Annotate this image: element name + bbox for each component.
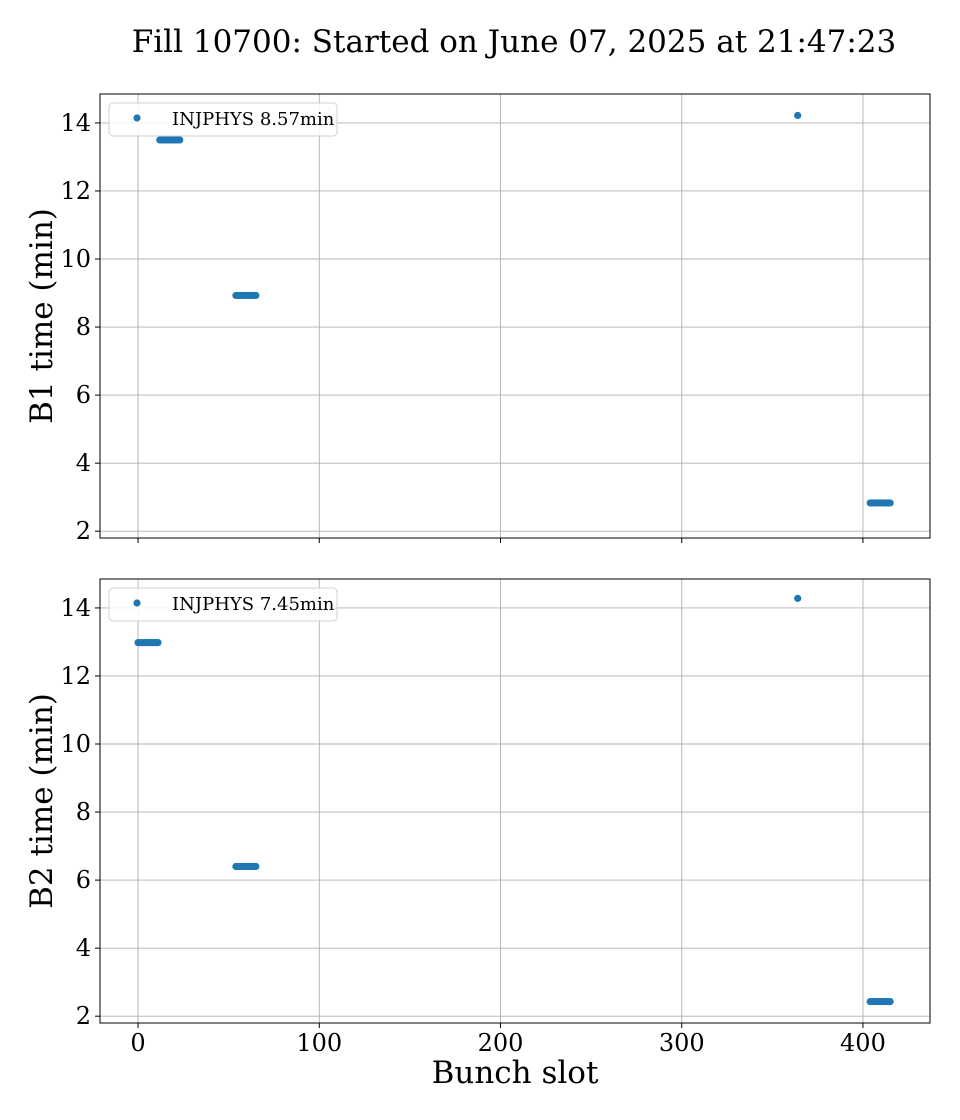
- panel-2: 2 4 6 8 10 12 14 0 100 200 300 400 INJPHYS 7.45min B2…: [24, 578, 931, 1091]
- data-point: [176, 136, 184, 144]
- y-tick-label: 2: [76, 1002, 91, 1030]
- x-axis-label: Bunch slot: [432, 1055, 599, 1091]
- chart-panels: 2 4 6 8 10 12 14 INJPHYS 8.57min B1 time (min) 2 4…: [24, 93, 931, 1091]
- y-axis-label: B2 time (min): [24, 693, 60, 909]
- legend-box: [108, 587, 338, 622]
- figure-title: Fill 10700: Started on June 07, 2025 at …: [132, 24, 896, 60]
- y-tick-label: 12: [60, 177, 91, 205]
- data-point: [794, 594, 802, 602]
- x-tick-label: 0: [130, 1029, 145, 1057]
- axes-frame: [99, 93, 931, 539]
- y-tick-label: 10: [60, 245, 91, 273]
- series-1: [156, 111, 894, 507]
- y-tick-label: 14: [60, 594, 91, 622]
- y-tick-label: 4: [76, 934, 91, 962]
- data-point: [252, 862, 260, 871]
- y-tick-label: 6: [76, 381, 91, 409]
- legend-marker: [133, 114, 141, 122]
- panel-1: 2 4 6 8 10 12 14 INJPHYS 8.57min B1 time (min): [24, 93, 931, 545]
- axes-frame: [99, 578, 931, 1024]
- data-point: [252, 291, 260, 300]
- legend-marker: [133, 599, 141, 607]
- y-tick-label: 10: [60, 730, 91, 758]
- y-tick-label: 6: [76, 866, 91, 894]
- series-2: [134, 594, 894, 1006]
- legend: INJPHYS 7.45min: [108, 587, 338, 622]
- data-point: [886, 499, 894, 507]
- x-tick-label: 400: [840, 1029, 886, 1057]
- legend-label: INJPHYS 7.45min: [172, 594, 335, 615]
- legend-label: INJPHYS 8.57min: [172, 109, 335, 130]
- x-tick-label: 100: [296, 1029, 342, 1057]
- y-tick-label: 2: [76, 517, 91, 545]
- data-point: [886, 997, 894, 1006]
- y-tick-label: 14: [60, 109, 91, 137]
- y-axis-label: B1 time (min): [24, 208, 60, 424]
- y-tick-label: 8: [76, 313, 91, 341]
- data-point: [154, 639, 162, 647]
- y-tick-label: 12: [60, 662, 91, 690]
- x-tick-label: 200: [478, 1029, 524, 1057]
- y-tick-label: 8: [76, 798, 91, 826]
- legend: INJPHYS 8.57min: [108, 102, 338, 137]
- x-tick-label: 300: [659, 1029, 705, 1057]
- y-tick-label: 4: [76, 449, 91, 477]
- legend-box: [108, 102, 338, 137]
- data-point: [794, 111, 802, 120]
